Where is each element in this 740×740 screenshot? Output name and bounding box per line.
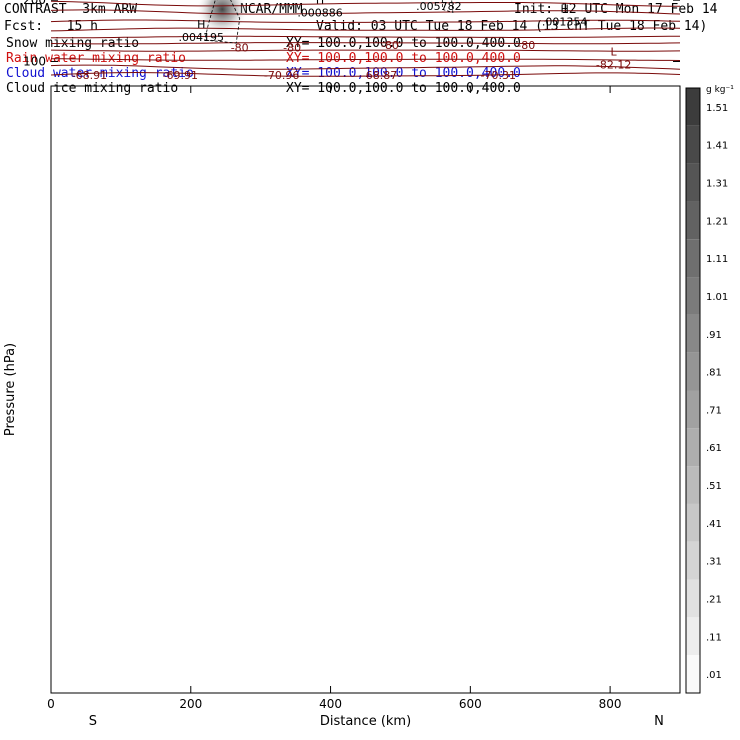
extremum-value: .001354 <box>542 16 588 29</box>
extremum-marker: H <box>561 3 569 16</box>
colorbar-swatch <box>686 390 700 429</box>
colorbar-label: 1.01 <box>706 292 728 303</box>
isotherm-label: -40 <box>357 0 375 1</box>
field-rain-name: Rain water mixing ratio <box>6 51 187 66</box>
colorbar-label: .61 <box>706 443 722 454</box>
colorbar-swatch <box>686 314 700 353</box>
extremum-marker: H <box>316 0 324 6</box>
extremum-value: .004195 <box>179 31 225 44</box>
colorbar-label: .21 <box>706 594 722 605</box>
field-cloud-ice-xy: XY= 100.0,100.0 to 100.0,400.0 <box>286 81 521 96</box>
colorbar-swatch <box>686 163 700 202</box>
isotherm-line <box>50 49 681 52</box>
extremum-value: .005782 <box>416 0 462 13</box>
isotherm-label: -80 <box>231 41 249 54</box>
colorbar-label: .81 <box>706 368 722 379</box>
colorbar-swatch <box>686 617 700 656</box>
colorbar-label: 1.11 <box>706 254 728 265</box>
isotherm-line <box>50 27 681 32</box>
isotherm-line <box>50 64 681 70</box>
model-title: CONTRAST 3km ARW <box>4 2 138 17</box>
extremum-value: -82.12 <box>596 58 631 71</box>
colorbar-swatch <box>686 125 700 164</box>
colorbar-label: 1.51 <box>706 103 728 114</box>
x-tick-label: 400 <box>319 697 342 711</box>
isotherm-line <box>50 9 681 15</box>
isotherm-line <box>51 58 681 61</box>
isotherm-label: -80 <box>381 39 399 52</box>
colorbar-unit: g kg⁻¹ <box>706 85 734 95</box>
colorbar-label: 1.31 <box>706 179 728 190</box>
colorbar-swatch <box>686 88 700 126</box>
isotherm-line <box>50 0 681 7</box>
y-tick-label: 100 <box>23 54 46 68</box>
isotherm-label: -80 <box>517 39 535 52</box>
colorbar-swatch <box>686 352 700 391</box>
extremum-value: .000886 <box>297 6 343 19</box>
top-minimum-label: -68.91 <box>72 69 107 82</box>
isotherm-line <box>50 19 681 23</box>
colorbar-label: .41 <box>706 519 722 530</box>
top-minimum-label: -68.87 <box>362 69 397 82</box>
x-tick-label: 800 <box>599 697 622 711</box>
colorbar-swatch <box>686 541 700 580</box>
y-tick-label: 200 <box>23 0 46 7</box>
colorbar-swatch <box>686 201 700 240</box>
x-axis-label: Distance (km) <box>320 714 411 729</box>
colorbar-label: .91 <box>706 330 722 341</box>
extremum-marker: H <box>197 18 205 31</box>
x-tick-label: 0 <box>47 697 55 711</box>
top-minimum-label: -70.96 <box>264 69 299 82</box>
x-tick-label: 600 <box>459 697 482 711</box>
isotherm-label: -80 <box>283 41 301 54</box>
isotherm-line <box>50 71 681 77</box>
colorbar-swatch <box>686 277 700 315</box>
x-tick-label: 200 <box>179 697 202 711</box>
colorbar-label: 1.41 <box>706 141 728 152</box>
colorbar-label: .11 <box>706 632 722 643</box>
extremum-marker: L <box>611 45 618 58</box>
isotherm-line <box>50 42 681 45</box>
isotherm-label: -40 <box>206 0 224 1</box>
colorbar-swatch <box>686 428 700 467</box>
field-rain-xy: XY= 100.0,100.0 to 100.0,400.0 <box>286 51 521 66</box>
top-minimum-label: -70.31 <box>481 69 516 82</box>
colorbar-swatch <box>686 466 700 504</box>
plot-frame <box>50 85 681 694</box>
field-cloud-water-xy: XY= 100.0,100.0 to 100.0,400.0 <box>286 66 521 81</box>
colorbar-label: .71 <box>706 405 722 416</box>
colorbar-swatch <box>686 579 700 618</box>
colorbar-label: .01 <box>706 670 722 681</box>
colorbar-label: .51 <box>706 481 722 492</box>
colorbar-swatch <box>686 503 700 542</box>
colorbar-swatch <box>686 655 700 693</box>
snow-contour <box>204 0 241 44</box>
colorbar-label: 1.21 <box>706 216 728 227</box>
field-cloud-ice-name: Cloud ice mixing ratio <box>6 81 179 96</box>
y-axis-label: Pressure (hPa) <box>3 343 18 436</box>
colorbar-swatch <box>686 239 700 278</box>
colorbar-frame <box>685 87 701 694</box>
north-label: N <box>654 714 664 729</box>
field-snow-name: Snow mixing ratio <box>6 36 140 51</box>
colorbar-label: .31 <box>706 557 722 568</box>
top-minimum-label: -69.91 <box>163 69 198 82</box>
south-label: S <box>89 714 97 729</box>
isotherm-line <box>51 35 681 39</box>
